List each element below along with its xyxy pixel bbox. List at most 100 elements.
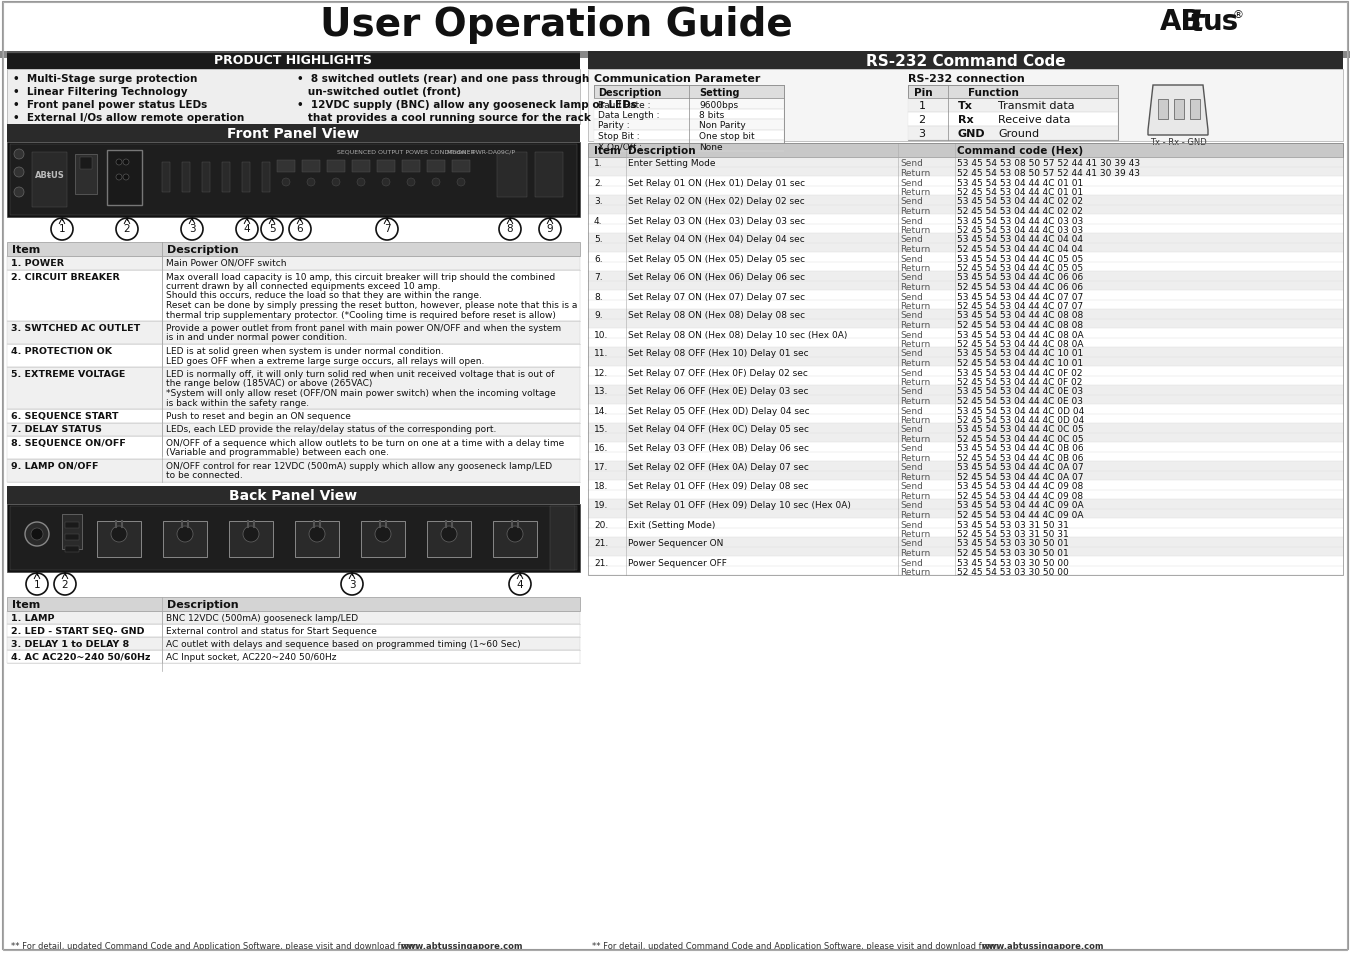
Bar [589,329,1343,338]
Bar [589,144,1343,576]
Bar [296,521,339,558]
Text: Front Panel View: Front Panel View [227,127,359,141]
Text: 6. SEQUENCE START: 6. SEQUENCE START [11,412,119,420]
Text: 9. LAMP ON/OFF: 9. LAMP ON/OFF [11,461,99,471]
Text: Transmit data: Transmit data [998,101,1075,111]
Bar [230,521,273,558]
Text: Return: Return [900,264,930,273]
Bar [589,281,1343,291]
Bar [360,521,405,558]
Bar [497,152,526,198]
Circle shape [375,526,391,542]
Bar [589,471,1343,480]
Circle shape [406,179,414,187]
Text: 20.: 20. [594,520,609,529]
Text: Return: Return [900,454,930,462]
Bar [7,52,580,55]
Text: 4.: 4. [594,216,602,225]
Text: 21.: 21. [594,539,609,548]
Bar [65,522,80,529]
Text: 3: 3 [918,129,926,139]
Text: Send: Send [900,539,923,548]
Bar [589,168,1343,177]
Text: External control and status for Start Sequence: External control and status for Start Se… [166,626,377,636]
Text: 52 45 54 53 04 44 4C 0A 07: 52 45 54 53 04 44 4C 0A 07 [957,473,1084,481]
Text: Return: Return [900,416,930,424]
Text: Return: Return [900,169,930,178]
Bar [7,459,580,482]
Circle shape [111,526,127,542]
Text: 12.: 12. [594,368,609,377]
Text: Ground: Ground [998,129,1040,139]
Bar [7,243,580,256]
Circle shape [14,150,24,160]
Text: 53 45 54 53 04 44 4C 02 02: 53 45 54 53 04 44 4C 02 02 [957,197,1083,206]
Text: 52 45 54 53 04 44 4C 08 0A: 52 45 54 53 04 44 4C 08 0A [957,339,1084,349]
Bar [7,70,580,125]
Bar [589,224,1343,233]
Text: 6: 6 [297,224,304,234]
Bar [589,557,1343,566]
Text: 8: 8 [506,224,513,234]
Text: Send: Send [900,216,923,225]
Polygon shape [1148,86,1208,136]
Text: Set Relay 07 OFF (Hex 0F) Delay 02 sec: Set Relay 07 OFF (Hex 0F) Delay 02 sec [628,368,807,377]
Text: 3: 3 [348,578,355,589]
Bar [1174,100,1184,120]
Bar [302,161,320,172]
Circle shape [14,188,24,198]
Circle shape [26,522,49,546]
Bar [7,143,580,218]
Text: 53 45 54 53 04 44 4C 0D 04: 53 45 54 53 04 44 4C 0D 04 [957,406,1084,416]
Text: 53 45 54 53 03 30 50 00: 53 45 54 53 03 30 50 00 [957,558,1069,567]
Text: 6.: 6. [594,254,602,263]
Text: 16.: 16. [594,444,609,453]
Text: 52 45 54 53 04 44 4C 0E 03: 52 45 54 53 04 44 4C 0E 03 [957,396,1083,406]
Text: 2. LED - START SEQ- GND: 2. LED - START SEQ- GND [11,626,144,636]
Text: Return: Return [900,283,930,292]
Bar [65,535,80,540]
Text: 5: 5 [269,224,275,234]
Text: Item: Item [12,245,40,254]
Text: Enter Setting Mode: Enter Setting Mode [628,159,716,169]
Bar [589,158,1343,168]
Bar [594,120,784,131]
Bar [202,163,211,193]
Text: Send: Send [900,368,923,377]
Text: SEQUENCED OUTPUT POWER CONDITIONER: SEQUENCED OUTPUT POWER CONDITIONER [338,149,475,153]
Text: Data Length :: Data Length : [598,111,660,120]
Text: 7: 7 [383,224,390,234]
Text: X On/Off :: X On/Off : [598,142,643,152]
Text: Description: Description [628,146,695,156]
Text: 17.: 17. [594,463,609,472]
Text: Exit (Setting Mode): Exit (Setting Mode) [628,520,716,529]
Bar [909,99,1118,112]
Bar [7,598,580,612]
Bar [589,310,1343,319]
Text: 1: 1 [34,578,40,589]
Bar [76,154,97,194]
Bar [589,537,1343,547]
Text: 53 45 54 53 03 30 50 01: 53 45 54 53 03 30 50 01 [957,539,1069,548]
Text: Set Relay 07 ON (Hex 07) Delay 07 sec: Set Relay 07 ON (Hex 07) Delay 07 sec [628,293,805,301]
Text: *System will only allow reset (OFF/ON main power switch) when the incoming volta: *System will only allow reset (OFF/ON ma… [166,389,556,397]
Circle shape [116,160,122,166]
Text: ON/OFF control for rear 12VDC (500mA) supply which allow any gooseneck lamp/LED: ON/OFF control for rear 12VDC (500mA) su… [166,461,552,471]
Bar [589,243,1343,253]
Bar [7,345,580,368]
Text: 52 45 54 53 04 44 4C 03 03: 52 45 54 53 04 44 4C 03 03 [957,226,1083,234]
Bar [589,414,1343,423]
Text: Set Relay 01 OFF (Hex 09) Delay 10 sec (Hex 0A): Set Relay 01 OFF (Hex 09) Delay 10 sec (… [628,501,850,510]
Text: Description: Description [598,88,661,98]
Text: 53 45 54 53 04 44 4C 08 08: 53 45 54 53 04 44 4C 08 08 [957,312,1083,320]
Text: 1.: 1. [594,159,602,169]
Text: 7.: 7. [594,274,602,282]
Text: 52 45 54 53 04 44 4C 10 01: 52 45 54 53 04 44 4C 10 01 [957,358,1083,368]
Text: RS-232 Command Code: RS-232 Command Code [865,54,1065,69]
Bar [7,52,580,54]
Text: Set Relay 06 OFF (Hex 0E) Delay 03 sec: Set Relay 06 OFF (Hex 0E) Delay 03 sec [628,387,809,396]
Text: Setting: Setting [699,88,740,98]
Bar [589,291,1343,300]
Text: 1: 1 [918,101,926,111]
Text: Description: Description [167,245,239,254]
